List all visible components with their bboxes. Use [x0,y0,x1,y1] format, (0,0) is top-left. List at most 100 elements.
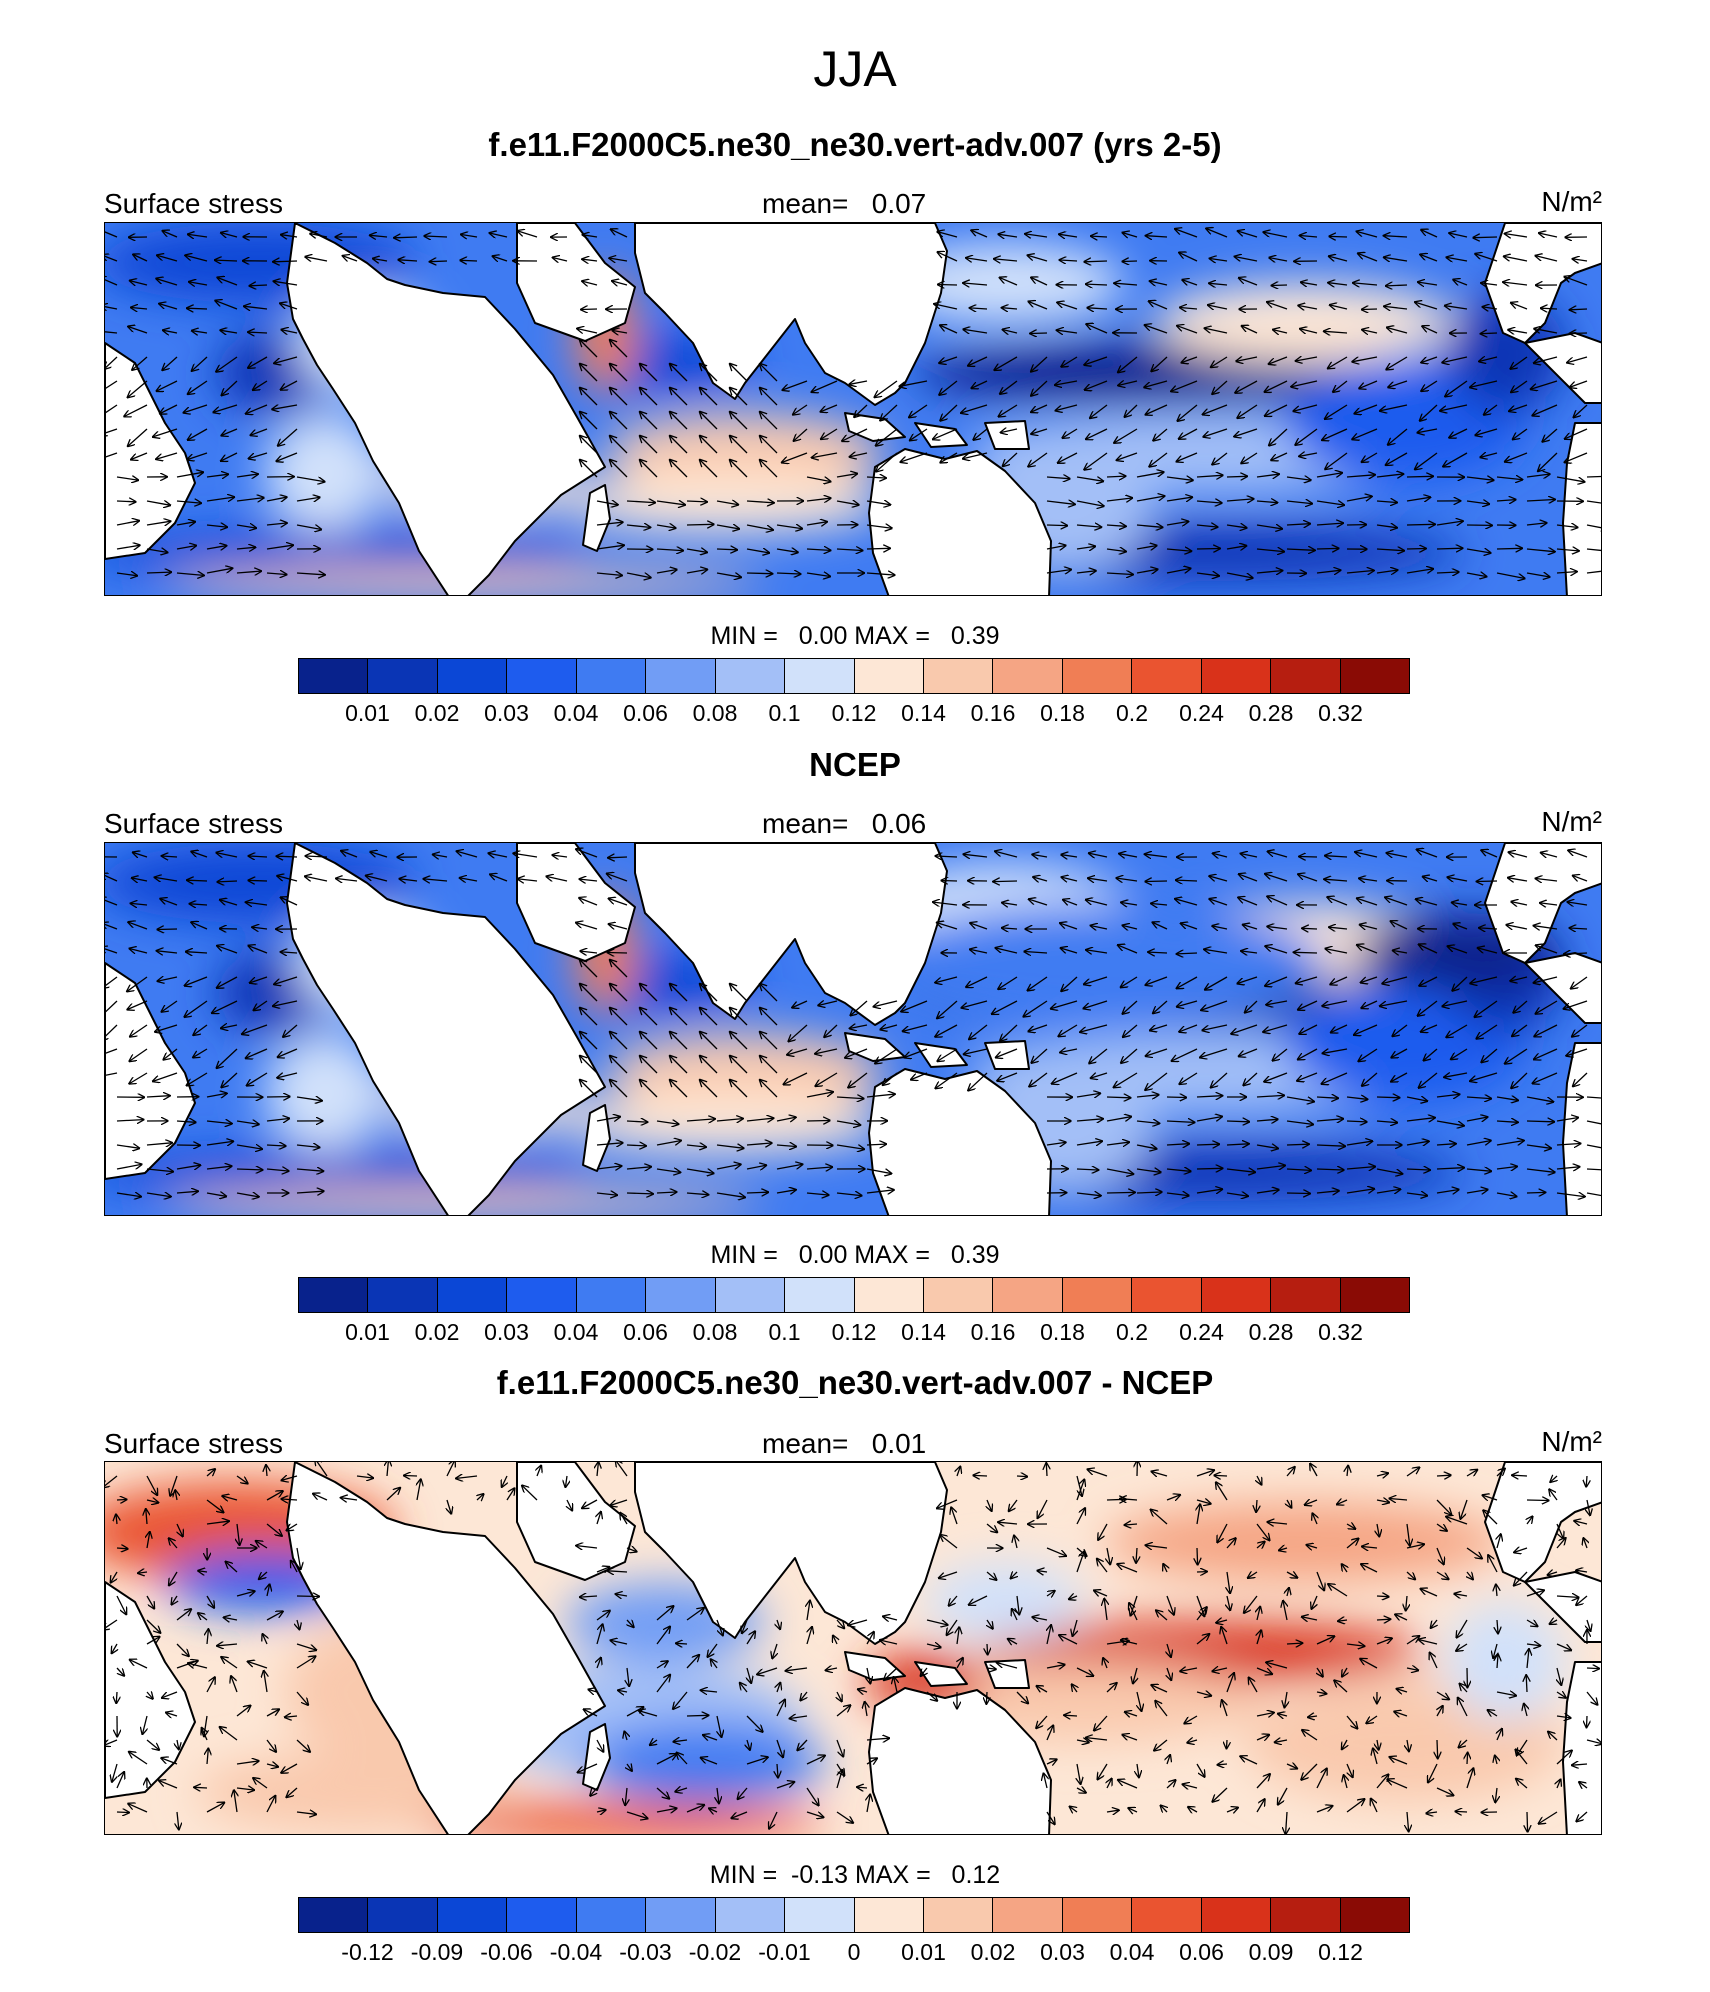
wind-vector [1179,253,1198,262]
wind-vector [1384,257,1408,261]
wind-vector [1294,404,1318,411]
wind-vector [1196,549,1220,550]
wind-vector [936,976,958,983]
wind-vector [1210,876,1228,882]
wind-vector [105,356,118,369]
wind-vector [281,380,298,390]
land-mass [1562,422,1601,595]
panel-3-colorbar [298,1897,1410,1933]
colorbar-swatch [785,1278,855,1312]
wind-vector [940,356,958,363]
wind-vector [400,879,418,881]
wind-vector [281,952,298,953]
map-svg [105,1462,1601,1834]
wind-vector [132,878,148,881]
wind-vector [160,404,178,414]
wind-vector [236,498,263,501]
wind-vector [700,460,718,478]
wind-vector [1456,1811,1468,1812]
wind-vector [1355,852,1378,858]
wind-vector [580,1008,598,1026]
wind-vector [116,573,137,576]
wind-vector [782,452,808,462]
colorbar-tick-label: 0.32 [1318,1319,1363,1345]
colorbar-tick-label: 0.24 [1179,1319,1224,1345]
wind-vector [966,976,988,987]
wind-vector [1210,259,1228,262]
panel-3-map [104,1461,1602,1835]
wind-vector [105,231,118,238]
wind-vector [1196,573,1219,576]
wind-vector [1058,452,1078,463]
panel-1-colorbar [298,658,1410,694]
wind-vector [236,547,255,549]
wind-vector [760,388,778,406]
wind-vector [1136,525,1162,527]
wind-vector [730,984,748,1002]
wind-vector [1106,549,1126,552]
wind-vector [1182,356,1198,363]
wind-vector [1323,1000,1348,1006]
wind-vector [1028,255,1048,262]
wind-vector [249,946,268,954]
wind-vector [1118,945,1138,954]
wind-vector [776,573,800,574]
wind-vector [221,1025,238,1028]
wind-vector [1511,356,1528,369]
wind-vector [116,477,138,480]
wind-vector [1481,453,1498,457]
wind-vector [1146,976,1168,985]
wind-vector [610,436,628,454]
wind-vector [273,1000,298,1006]
wind-vector [902,1000,928,1011]
wind-vector [1329,256,1348,261]
wind-vector [806,573,830,576]
colorbar-swatch [993,1278,1063,1312]
wind-vector [1245,1000,1258,1012]
wind-vector [306,257,328,261]
wind-vector [1061,948,1078,953]
wind-vector [1046,570,1071,573]
wind-vector [1505,452,1528,462]
wind-vector [1534,976,1558,983]
wind-vector [580,412,598,430]
wind-vector [131,452,148,459]
colorbar-swatch [299,1278,369,1312]
wind-vector [188,234,208,237]
wind-vector [343,256,358,261]
wind-vector [157,279,178,286]
wind-vector [1264,232,1288,238]
land-mass [582,1104,611,1172]
wind-vector [244,306,268,309]
wind-vector [185,976,208,986]
wind-vector [686,549,707,552]
wind-vector [105,923,118,930]
wind-vector [128,428,148,446]
wind-vector [1176,880,1198,881]
wind-vector [1509,404,1528,411]
wind-vector [866,573,894,575]
wind-vector [1145,854,1168,857]
wind-vector [105,1000,118,1019]
wind-vector [851,1000,868,1015]
wind-vector [1029,302,1048,310]
panel-3-minmax: MIN = -0.13 MAX = 0.12 [709,1861,1001,1889]
wind-vector [1152,356,1168,371]
colorbar-tick-label: 0.2 [1116,1319,1148,1345]
wind-vector [1205,328,1228,334]
colorbar-swatch [715,1898,786,1932]
wind-vector [686,524,713,525]
wind-vector [146,572,171,573]
wind-vector [716,525,739,529]
colorbar-tick-label: 0.1 [768,1319,801,1345]
wind-vector [579,898,598,906]
wind-vector [250,285,268,286]
wind-vector [1149,301,1168,310]
wind-vector [850,453,868,457]
wind-vector [746,573,772,574]
wind-vector [1032,429,1048,434]
panel-2-mean-label: mean= [762,808,849,839]
wind-vector [700,364,718,382]
wind-vector [130,281,148,285]
wind-vector [187,308,208,309]
